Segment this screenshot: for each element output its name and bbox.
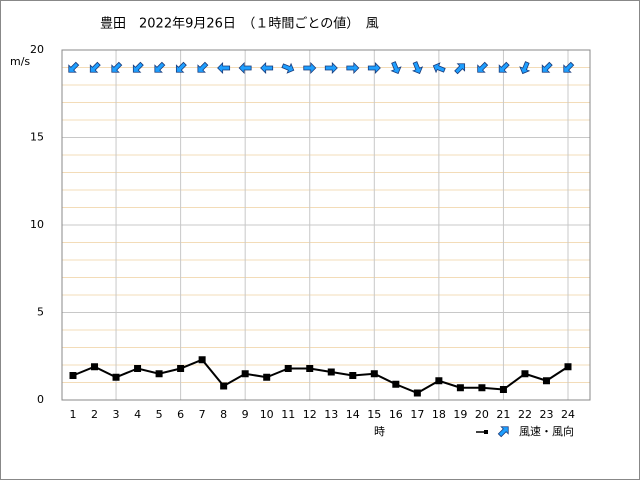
wind-arrow <box>132 61 144 73</box>
y-tick-label: 10 <box>30 218 44 231</box>
point <box>564 363 572 371</box>
plot-frame <box>61 49 591 401</box>
point <box>155 370 163 378</box>
x-tick-label: 2 <box>91 408 98 421</box>
x-tick-label: 15 <box>367 408 381 421</box>
legend-arrow <box>497 426 509 438</box>
x-tick-label: 6 <box>177 408 184 421</box>
x-tick-label: 8 <box>220 408 227 421</box>
wind-arrow <box>324 62 338 74</box>
x-tick-label: 5 <box>156 408 163 421</box>
x-tick-label: 11 <box>281 408 295 421</box>
x-tick-label: 10 <box>260 408 274 421</box>
point <box>69 372 77 379</box>
point <box>392 380 400 388</box>
wind-arrow <box>454 63 466 75</box>
x-tick-label: 18 <box>432 408 446 421</box>
wind-arrow <box>477 61 489 73</box>
point <box>91 363 99 371</box>
wind-arrow <box>432 62 446 74</box>
point <box>284 365 292 372</box>
x-tick-label: 24 <box>561 408 575 421</box>
point <box>134 365 142 372</box>
wind-arrow <box>412 61 424 75</box>
x-tick-label: 14 <box>346 408 360 421</box>
point <box>413 389 421 397</box>
wind-arrow <box>217 62 231 74</box>
x-tick-label: 4 <box>134 408 141 421</box>
point <box>456 384 464 392</box>
point <box>370 370 378 378</box>
point <box>198 356 206 364</box>
wind-arrow <box>541 61 553 73</box>
wind-arrow <box>89 61 101 73</box>
wind-arrow <box>367 62 381 74</box>
x-tick-label: 16 <box>389 408 403 421</box>
x-tick-label: 19 <box>453 408 467 421</box>
point <box>327 368 335 376</box>
x-tick-label: 13 <box>324 408 338 421</box>
y-unit: m/s <box>10 55 30 68</box>
wind-arrow <box>303 62 317 74</box>
x-tick-label: 9 <box>242 408 249 421</box>
chart-title: 豊田 2022年9月26日 （１時間ごとの値） 風 <box>100 16 379 32</box>
point <box>435 377 443 385</box>
point <box>521 370 529 378</box>
y-tick-label: 5 <box>37 306 44 319</box>
wind-arrow <box>238 62 252 74</box>
x-label: 時 <box>374 425 385 438</box>
wind-arrow <box>498 61 510 73</box>
point <box>220 382 228 390</box>
series-line <box>72 358 569 395</box>
wind-arrow <box>154 61 166 73</box>
point <box>241 370 249 378</box>
y-tick-label: 0 <box>37 393 44 406</box>
x-tick-label: 12 <box>303 408 317 421</box>
x-tick-label: 22 <box>518 408 532 421</box>
x-tick-label: 1 <box>70 408 77 421</box>
x-tick-label: 7 <box>199 408 206 421</box>
x-tick-label: 20 <box>475 408 489 421</box>
wind-arrow <box>175 61 187 73</box>
point <box>542 377 550 385</box>
wind-arrow <box>111 61 123 73</box>
wind-arrow <box>563 61 575 73</box>
y-tick-label: 15 <box>30 131 44 144</box>
wind-arrow <box>519 61 531 75</box>
y-tick-label: 20 <box>30 43 44 56</box>
point <box>263 373 271 381</box>
point <box>177 365 185 372</box>
point <box>478 384 486 392</box>
point <box>499 386 507 393</box>
x-tick-label: 23 <box>539 408 553 421</box>
wind-arrow <box>281 62 295 74</box>
x-tick-label: 21 <box>496 408 510 421</box>
legend-label: 風速・風向 <box>519 424 574 438</box>
wind-arrow <box>346 62 360 74</box>
wind-arrow <box>197 61 209 73</box>
wind-arrow <box>260 62 274 74</box>
x-tick-label: 3 <box>113 408 120 421</box>
wind-arrow <box>68 61 80 73</box>
point <box>112 373 120 381</box>
point <box>349 372 357 379</box>
legend-point <box>484 430 488 434</box>
x-tick-label: 17 <box>410 408 424 421</box>
point <box>306 365 314 372</box>
wind-arrow <box>390 61 402 75</box>
